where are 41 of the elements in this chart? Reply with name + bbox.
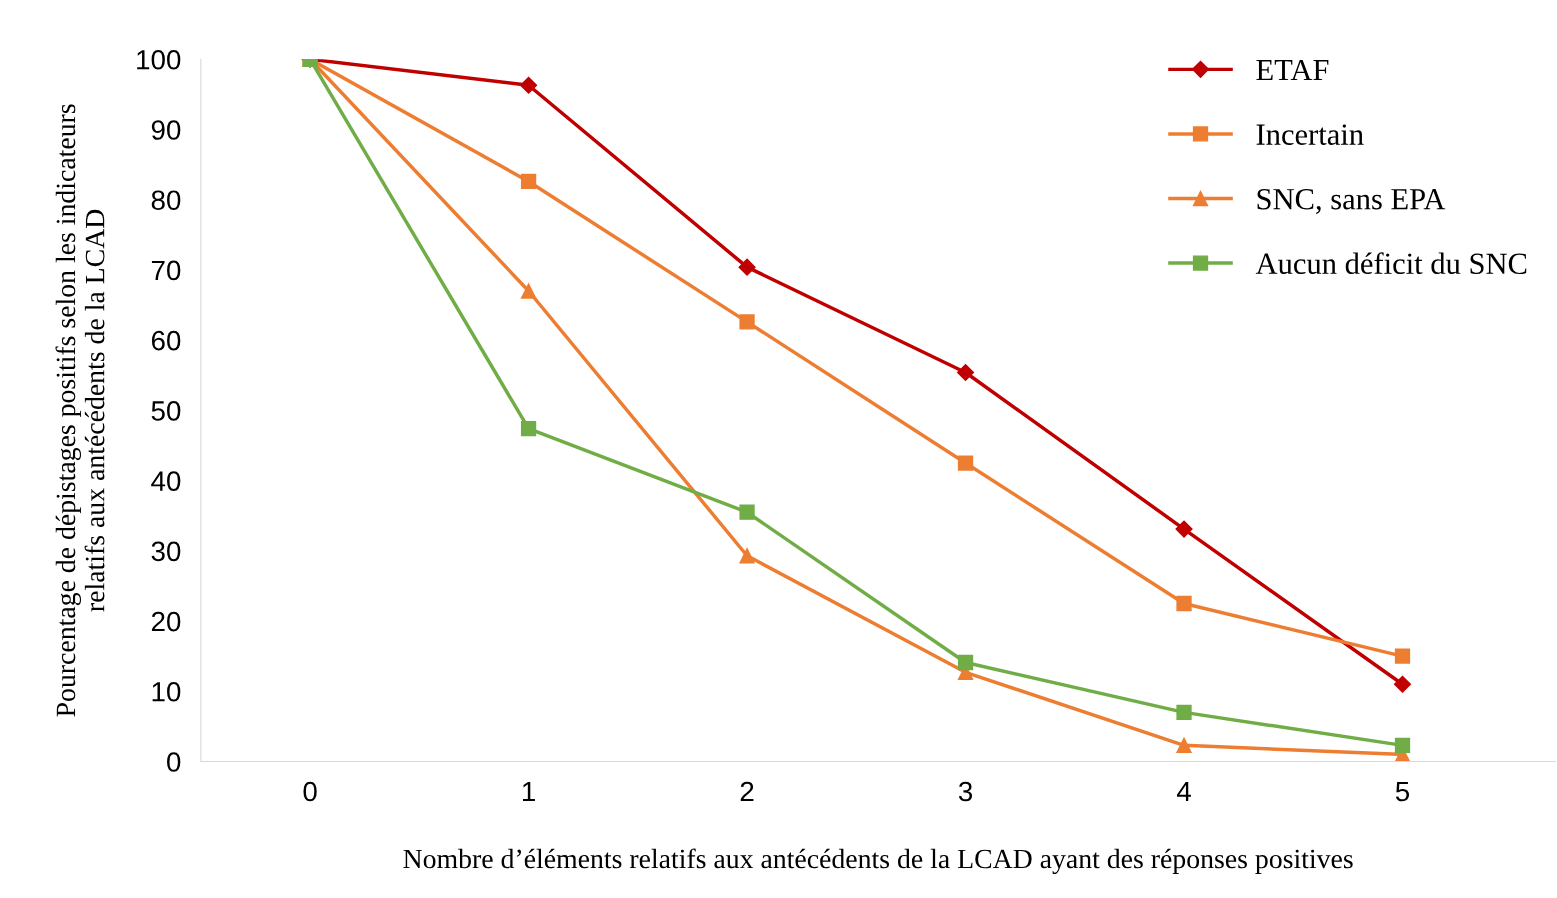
point (738, 258, 756, 276)
y-tick-label: 90 (151, 120, 181, 140)
x-tick-label: 5 (1395, 781, 1410, 802)
y-tick-label: 100 (137, 49, 181, 70)
point (739, 314, 755, 330)
y-tick-label: 80 (151, 190, 181, 211)
x-tick-label: 0 (303, 781, 317, 802)
y-tick-label: 50 (151, 401, 181, 421)
legend-label: SNC, sans EPA (1257, 188, 1446, 214)
point (739, 548, 755, 564)
point (957, 654, 974, 671)
point (1176, 704, 1192, 720)
y-axis-title: Pourcentage de dépistages positifs selon les indicateurs relatifs aux antécédents de la LCAD (55, 104, 105, 717)
legend-label: Incertain (1256, 124, 1364, 145)
point (520, 76, 538, 94)
x-tick-label: 2 (740, 781, 754, 802)
y-tick-label: 20 (151, 611, 181, 632)
x-tick-label: 3 (958, 781, 973, 802)
point (520, 421, 537, 437)
y-tick-label: 30 (151, 541, 181, 562)
point (1175, 520, 1193, 538)
point (1176, 595, 1192, 612)
point (520, 283, 537, 299)
y-tick-label: 40 (151, 471, 181, 491)
y-tick-label: 0 (167, 752, 181, 772)
point (520, 173, 537, 190)
point (956, 363, 975, 382)
y-tick-label: 10 (152, 681, 181, 702)
point (1176, 737, 1192, 753)
x-axis-title: Nombre d’éléments relatifs aux antécédents de la LCAD ayant des réponses positives (403, 848, 1353, 875)
point (1394, 648, 1411, 664)
legend-label: ETAF (1256, 59, 1329, 81)
y-tick-label: 70 (151, 260, 181, 281)
point (739, 504, 755, 520)
x-tick-label: 1 (522, 781, 535, 802)
point (957, 455, 974, 471)
y-tick-label: 60 (151, 330, 181, 351)
point (1393, 675, 1412, 693)
x-tick-label: 4 (1176, 781, 1191, 802)
legend-label: Aucun déficit du SNC (1255, 252, 1527, 275)
point (1394, 737, 1411, 753)
